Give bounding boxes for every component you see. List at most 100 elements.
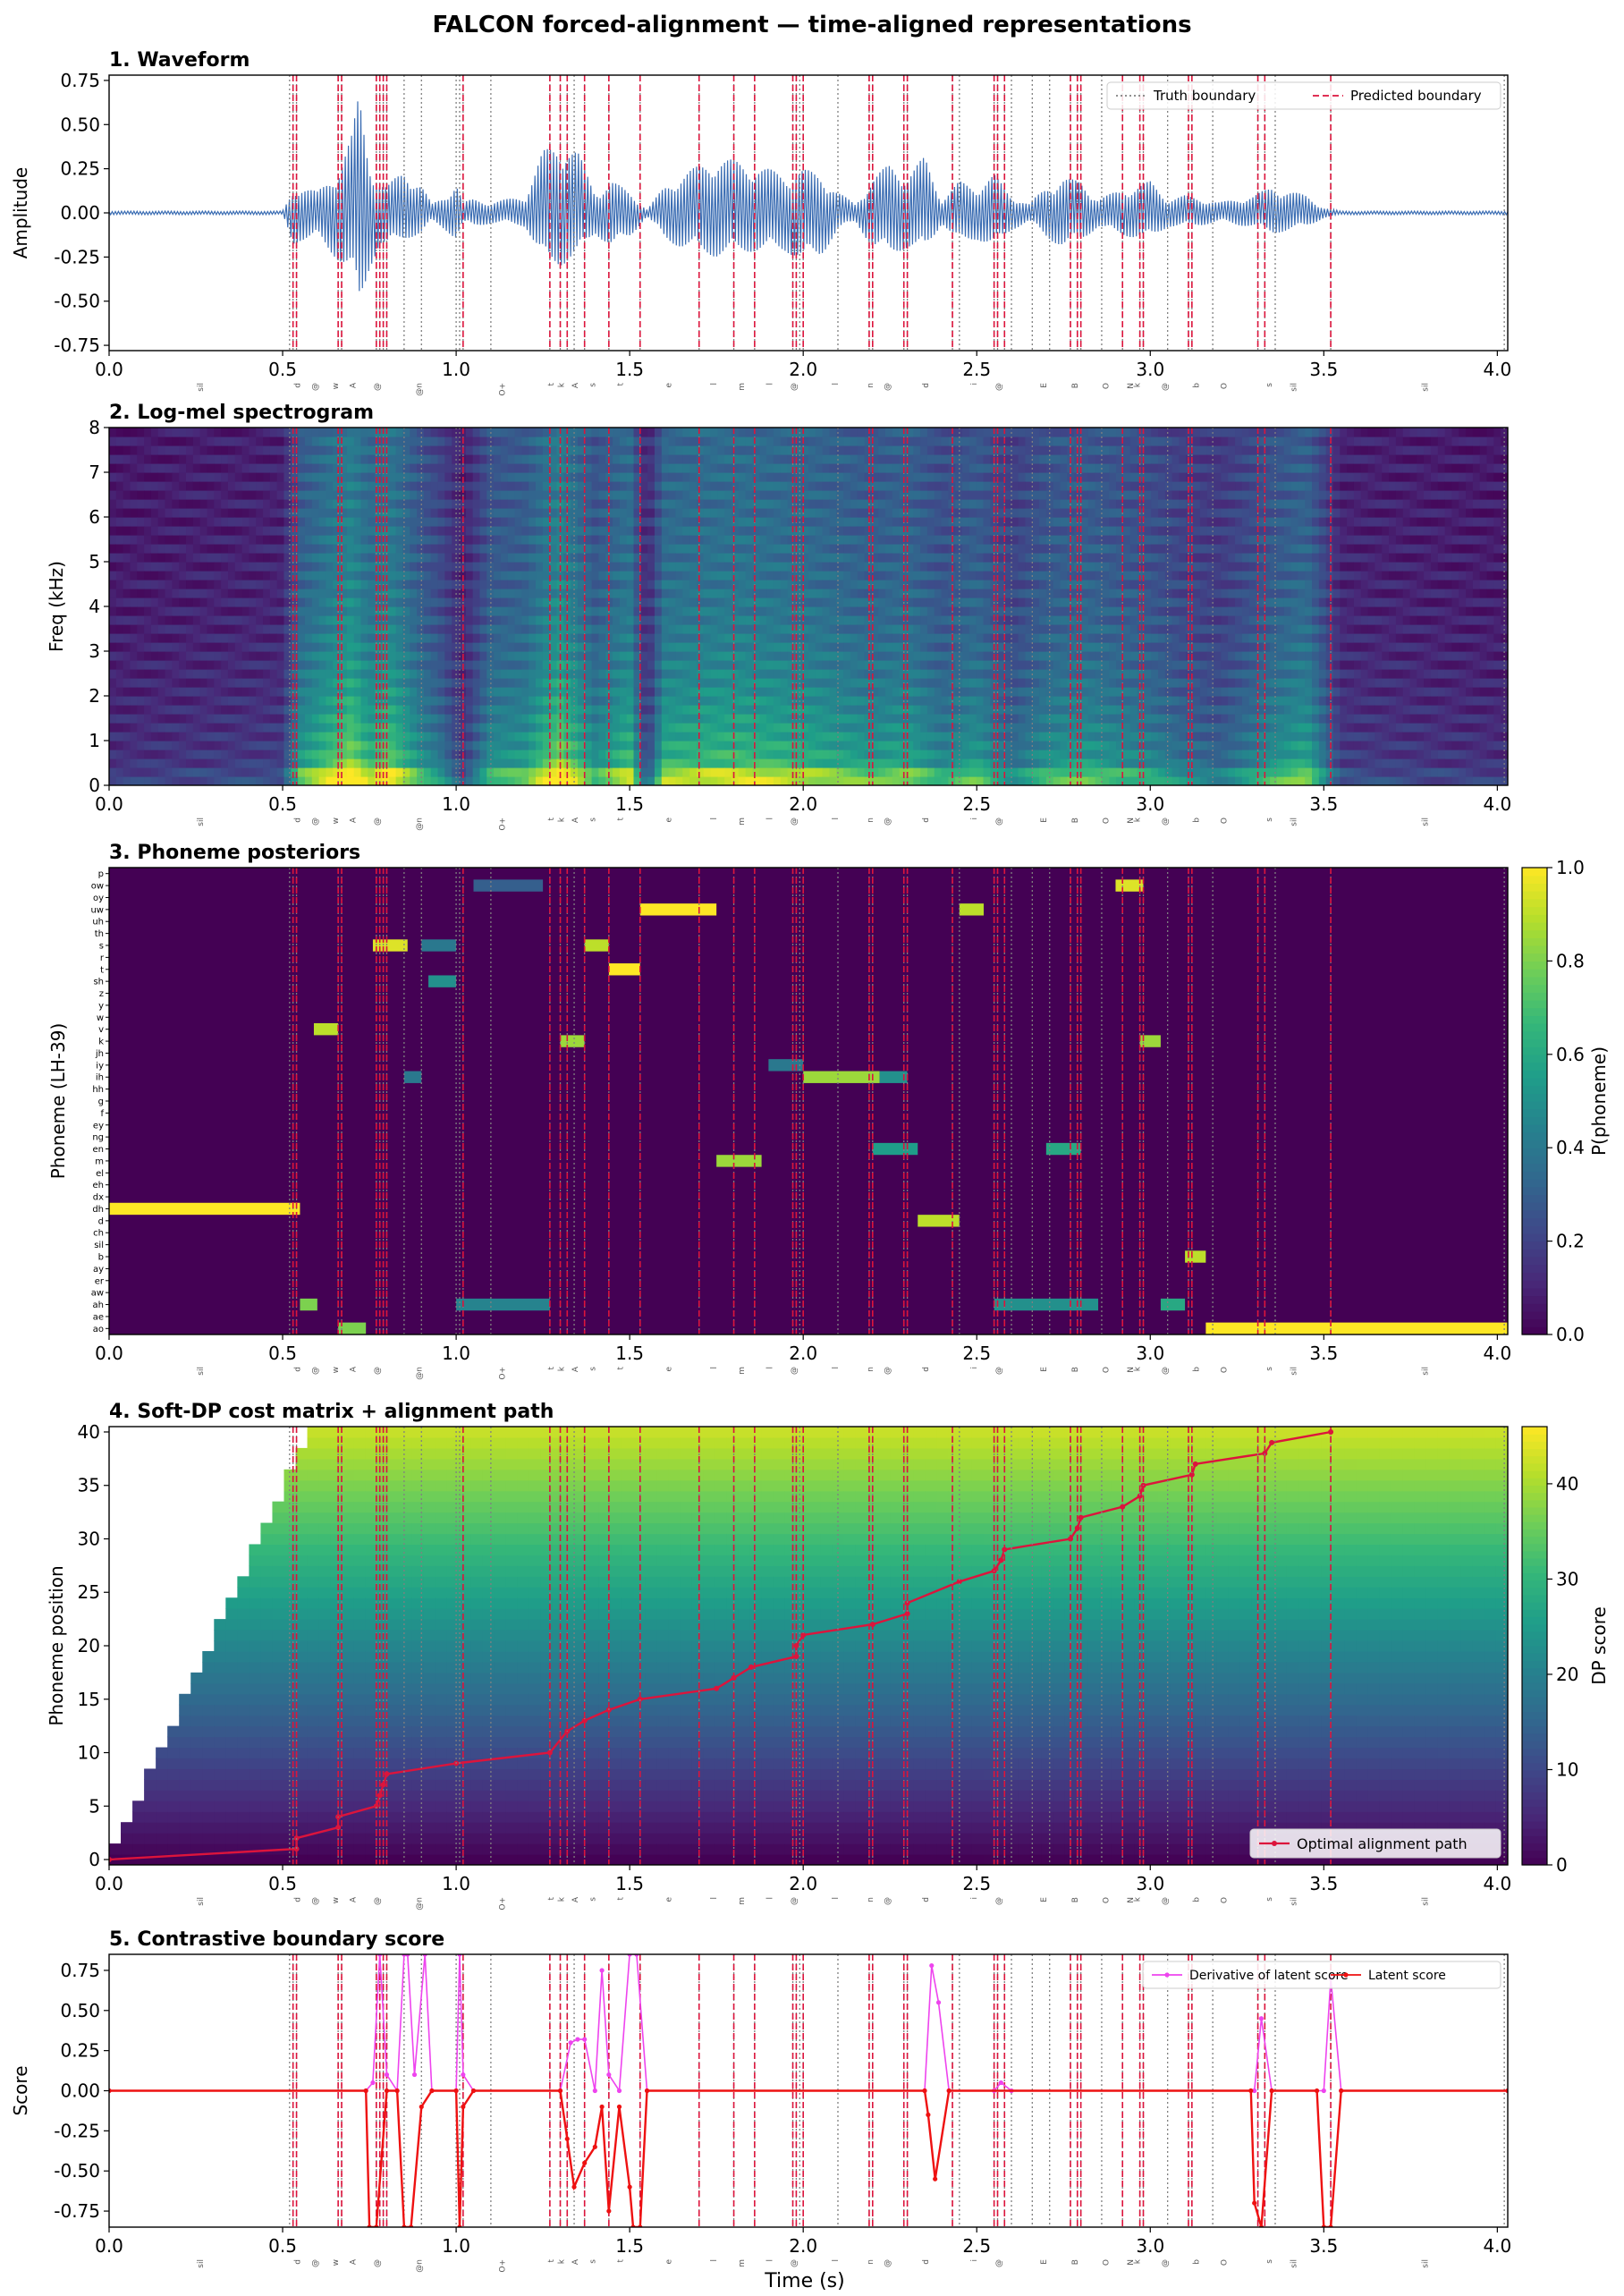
spectrogram-cell [801, 580, 809, 589]
spectrogram-cell [640, 776, 648, 785]
spectrogram-cell [521, 436, 529, 446]
spectrogram-cell [241, 580, 250, 589]
spectrogram-cell [165, 454, 173, 464]
spectrogram-cell [346, 660, 355, 670]
spectrogram-cell [402, 615, 410, 625]
spectrogram-cell [738, 445, 747, 455]
spectrogram-cell [843, 454, 851, 464]
spectrogram-cell [507, 705, 516, 715]
spectrogram-cell [787, 732, 795, 741]
spectrogram-cell [360, 651, 368, 661]
spectrogram-cell [584, 571, 593, 580]
spectrogram-cell [941, 705, 949, 715]
spectrogram-cell [326, 714, 334, 724]
spectrogram-cell [738, 642, 747, 652]
spectrogram-cell [214, 705, 222, 715]
spectrogram-cell [465, 445, 474, 455]
spectrogram-cell [696, 490, 705, 500]
spectrogram-cell [647, 508, 656, 518]
spectrogram-cell [144, 741, 152, 750]
spectrogram-cell [920, 624, 928, 634]
spectrogram-cell [144, 606, 152, 616]
spectrogram-cell [221, 463, 229, 473]
spectrogram-cell [906, 669, 914, 679]
spectrogram-cell [766, 758, 774, 768]
spectrogram-cell [263, 544, 271, 554]
spectrogram-cell [123, 705, 131, 715]
spectrogram-cell [745, 472, 754, 482]
spectrogram-cell [885, 696, 893, 706]
spectrogram-cell [256, 687, 264, 697]
spectrogram-cell [283, 597, 292, 607]
spectrogram-cell [584, 428, 593, 437]
spectrogram-cell [682, 651, 690, 661]
spectrogram-cell [913, 767, 921, 777]
spectrogram-cell [417, 508, 425, 518]
spectrogram-cell [172, 454, 180, 464]
spectrogram-cell [340, 508, 348, 518]
spectrogram-cell [584, 660, 593, 670]
spectrogram-cell [340, 481, 348, 491]
spectrogram-cell [745, 597, 754, 607]
spectrogram-cell [241, 562, 250, 572]
spectrogram-cell [172, 660, 180, 670]
spectrogram-cell [752, 758, 760, 768]
spectrogram-cell [137, 750, 145, 759]
spectrogram-cell [381, 436, 390, 446]
spectrogram-cell [199, 705, 208, 715]
spectrogram-cell [577, 615, 586, 625]
spectrogram-cell [542, 696, 551, 706]
spectrogram-cell [619, 428, 628, 437]
spectrogram-cell [199, 481, 208, 491]
spectrogram-cell [150, 508, 159, 518]
spectrogram-cell [703, 732, 712, 741]
spectrogram-cell [815, 597, 824, 607]
spectrogram-cell [920, 758, 928, 768]
spectrogram-cell [137, 580, 145, 589]
spectrogram-cell [731, 741, 740, 750]
spectrogram-cell [452, 562, 460, 572]
spectrogram-cell [318, 526, 327, 536]
spectrogram-cell [542, 669, 551, 679]
spectrogram-cell [150, 580, 159, 589]
spectrogram-cell [913, 741, 921, 750]
spectrogram-cell [340, 776, 348, 785]
spectrogram-cell [871, 606, 879, 616]
spectrogram-cell [276, 714, 285, 724]
spectrogram-cell [256, 767, 264, 777]
spectrogram-cell [479, 678, 487, 688]
spectrogram-cell [221, 589, 229, 598]
spectrogram-cell [207, 651, 215, 661]
spectrogram-cell [542, 580, 551, 589]
spectrogram-cell [536, 642, 544, 652]
spectrogram-cell [738, 651, 747, 661]
spectrogram-cell [892, 562, 901, 572]
spectrogram-cell [766, 776, 774, 785]
spectrogram-cell [326, 741, 334, 750]
spectrogram-cell [738, 436, 747, 446]
spectrogram-cell [675, 723, 683, 733]
spectrogram-cell [549, 732, 558, 741]
spectrogram-cell [241, 535, 250, 545]
spectrogram-cell [157, 723, 166, 733]
spectrogram-cell [500, 642, 509, 652]
spectrogram-cell [850, 580, 859, 589]
spectrogram-cell [682, 445, 690, 455]
spectrogram-cell [801, 750, 809, 759]
spectrogram-cell [241, 463, 250, 473]
spectrogram-cell [591, 597, 599, 607]
spectrogram-cell [857, 454, 866, 464]
spectrogram-cell [276, 597, 285, 607]
spectrogram-cell [430, 490, 439, 500]
spectrogram-cell [731, 606, 740, 616]
spectrogram-cell [130, 597, 138, 607]
spectrogram-cell [885, 687, 893, 697]
spectrogram-cell [472, 463, 481, 473]
spectrogram-cell [682, 571, 690, 580]
spectrogram-cell [815, 660, 824, 670]
spectrogram-cell [542, 750, 551, 759]
spectrogram-cell [283, 651, 292, 661]
spectrogram-cell [157, 428, 166, 437]
spectrogram-cell [759, 580, 767, 589]
spectrogram-cell [822, 544, 831, 554]
